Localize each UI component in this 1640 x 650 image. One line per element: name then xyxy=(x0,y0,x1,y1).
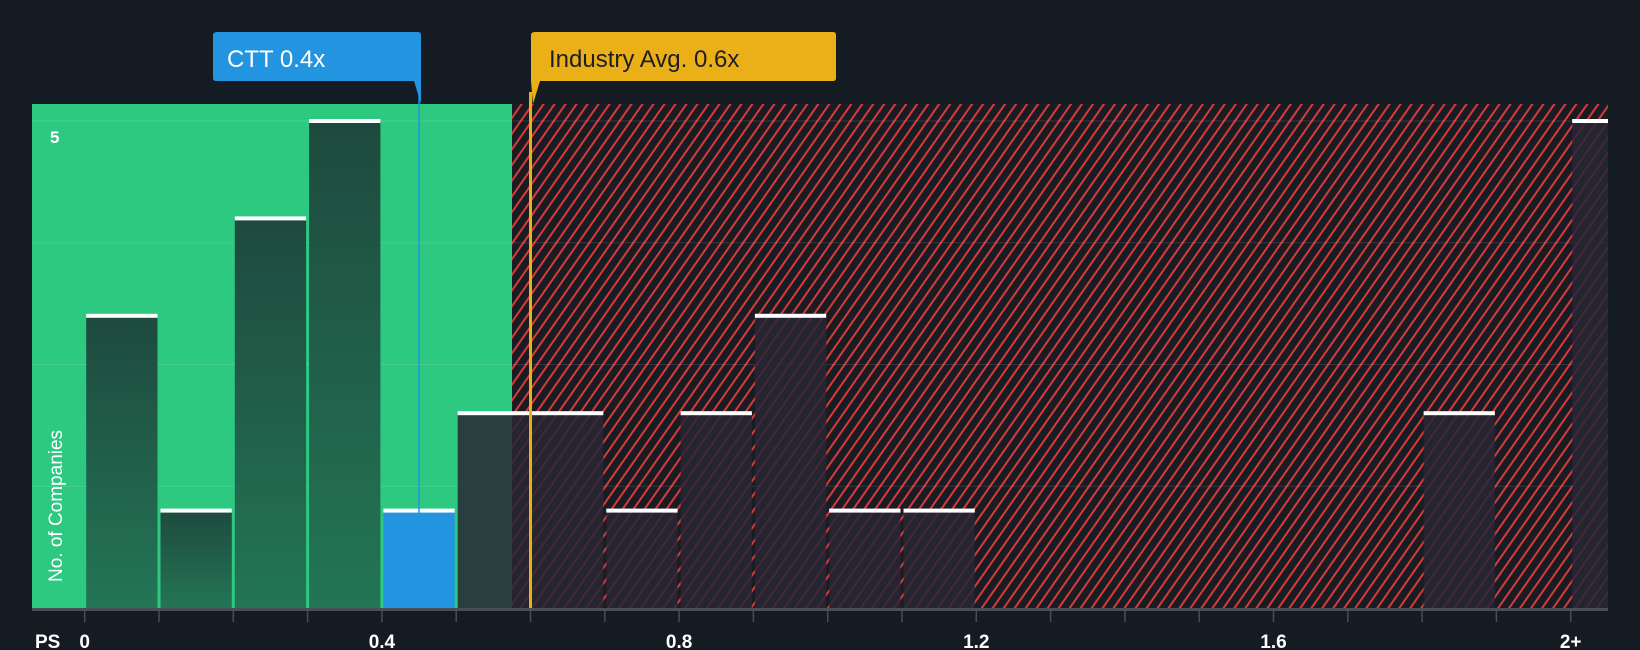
histogram-bar xyxy=(606,510,678,608)
x-tick-label: 1.2 xyxy=(963,632,989,650)
histogram-bar-cap xyxy=(160,508,232,513)
x-tick-label: 0.4 xyxy=(369,632,396,650)
histogram-bar xyxy=(1423,413,1495,608)
histogram-bar-cap xyxy=(1423,411,1495,416)
histogram-bar xyxy=(680,413,752,608)
histogram-bar-overflow xyxy=(1572,121,1608,608)
histogram-bar-cap xyxy=(680,411,752,416)
industry-avg-callout-label: Industry Avg. 0.6x xyxy=(549,46,739,73)
histogram-bar-cap xyxy=(309,119,381,123)
industry-avg-callout: Industry Avg. 0.6x xyxy=(531,32,836,104)
histogram-bar xyxy=(903,510,975,608)
histogram-bar xyxy=(160,510,232,608)
histogram-bar xyxy=(309,121,381,608)
x-tick-label: 2+ xyxy=(1560,632,1582,650)
x-tick-label: 0.8 xyxy=(666,632,692,650)
histogram-bar xyxy=(532,413,604,608)
ctt-callout-label: CTT 0.4x xyxy=(227,46,325,73)
ctt-callout: CTT 0.4x xyxy=(213,32,421,104)
histogram-bar xyxy=(86,315,158,608)
histogram-bar-cap xyxy=(754,313,827,318)
histogram-bar-cap xyxy=(606,508,678,513)
x-tick-label: 0 xyxy=(79,632,90,650)
histogram-bar-cap xyxy=(532,411,604,416)
histogram-bar-cap xyxy=(903,508,975,513)
histogram-bar-cap xyxy=(457,411,529,416)
histogram-bar xyxy=(234,218,307,608)
x-axis-label: PS xyxy=(35,632,60,650)
x-tick-label: 1.6 xyxy=(1260,632,1286,650)
histogram-bar-cap xyxy=(86,313,158,318)
histogram-bar xyxy=(754,315,827,608)
histogram-bar xyxy=(457,413,529,608)
y-tick-label: 5 xyxy=(50,128,59,147)
histogram-bar-overflow-cap xyxy=(1572,119,1608,123)
histogram-bar-cap xyxy=(234,216,307,221)
y-axis-label: No. of Companies xyxy=(46,430,67,582)
histogram-bar-cap xyxy=(829,508,901,513)
histogram-bar xyxy=(829,510,901,608)
